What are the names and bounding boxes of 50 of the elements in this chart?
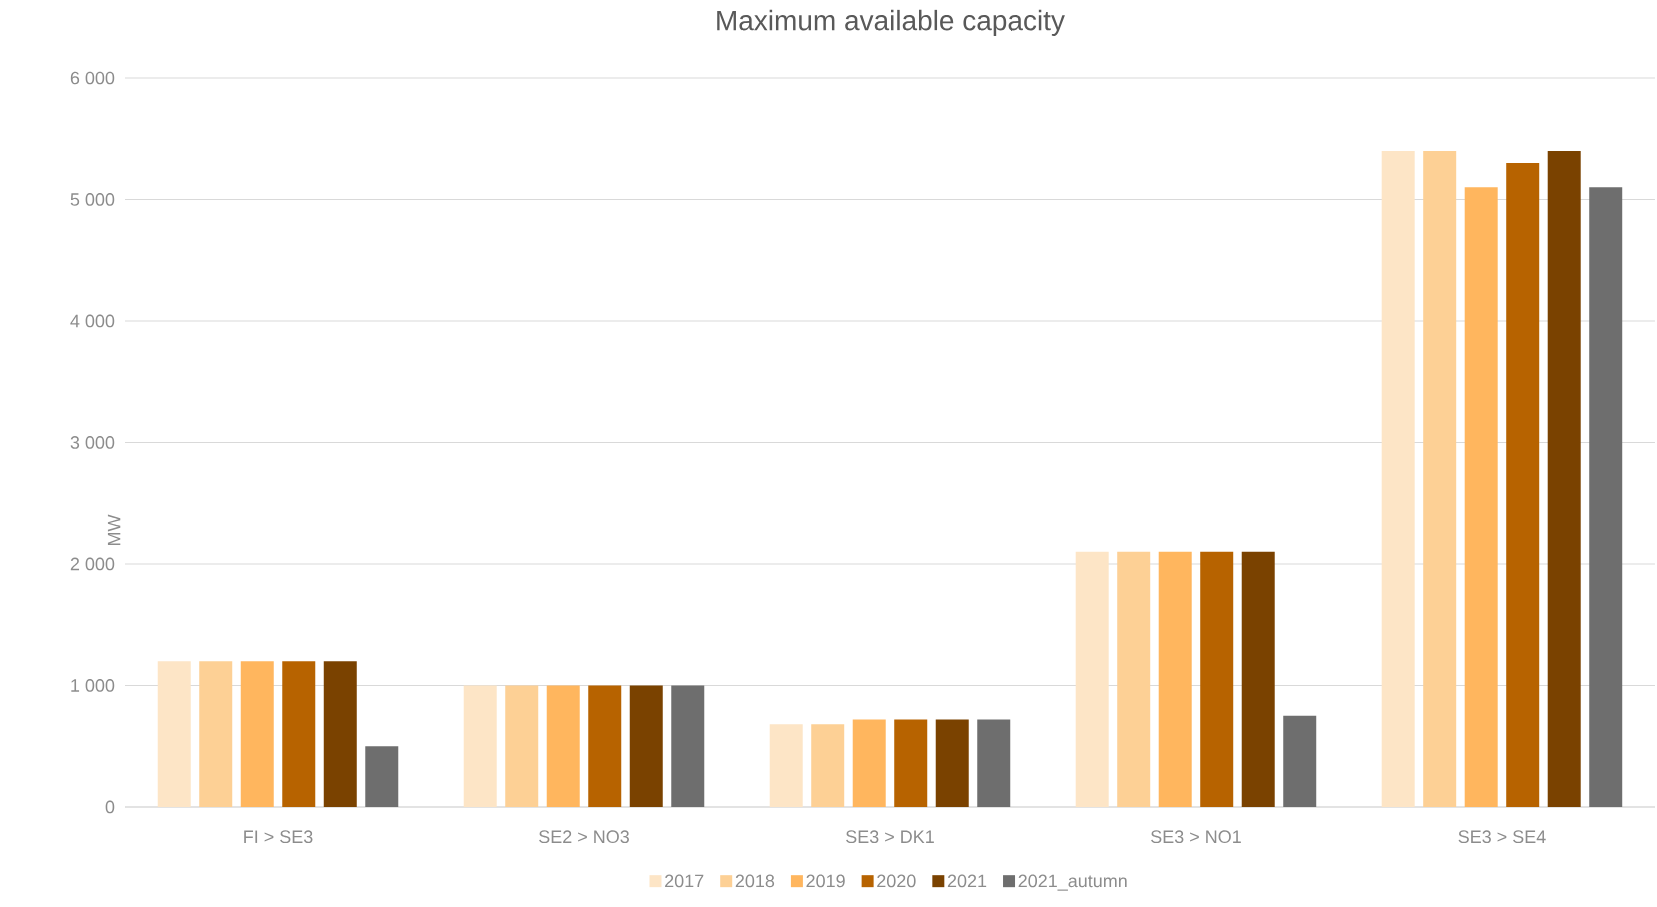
bar (977, 719, 1011, 807)
legend-label: 2021 (947, 874, 987, 888)
y-tick-label: 3 000 (70, 436, 115, 449)
bar (852, 719, 886, 807)
bar (1589, 187, 1623, 807)
bar (1506, 163, 1540, 807)
bar (935, 719, 969, 807)
legend-label: 2018 (735, 874, 775, 888)
bar (1464, 187, 1498, 807)
chart-title: Maximum available capacity (717, 9, 1065, 36)
bar (365, 746, 399, 807)
y-tick-label: 1 000 (71, 679, 115, 692)
bar (282, 661, 316, 807)
bar (629, 685, 663, 807)
y-tick-label: 2 000 (70, 557, 115, 571)
x-tick-label: FI > SE3 (244, 830, 313, 844)
legend-label: 2017 (665, 874, 704, 888)
bar (505, 685, 539, 807)
x-tick-label: SE3 > SE4 (1458, 830, 1546, 844)
bar (463, 685, 497, 807)
x-tick-label: SE3 > NO1 (1151, 830, 1241, 844)
bar (1241, 551, 1275, 807)
y-tick-label: 4 000 (70, 314, 115, 328)
bar (811, 724, 845, 807)
bar (157, 661, 191, 807)
bar (1200, 551, 1234, 807)
bar (1283, 715, 1317, 807)
legend-label: 2020 (877, 874, 916, 888)
bar (1158, 551, 1192, 807)
x-tick-label: SE2 > NO3 (539, 830, 629, 844)
bar (894, 719, 928, 807)
bar (1381, 150, 1415, 807)
legend-label: 2019 (806, 874, 845, 888)
y-tick-label: 0 (105, 800, 115, 814)
bar (1075, 551, 1109, 807)
bar (671, 685, 705, 807)
bar (240, 661, 274, 807)
y-tick-label: 6 000 (70, 71, 115, 85)
bar (323, 661, 357, 807)
bar (199, 661, 233, 807)
y-tick-label: 5 000 (70, 193, 115, 206)
bar (1547, 150, 1581, 807)
legend-label: 2021_autumn (1018, 874, 1127, 891)
bar (546, 685, 580, 807)
bar (769, 724, 803, 807)
bar (588, 685, 622, 807)
y-axis-title: MW (107, 514, 121, 545)
bar (1117, 551, 1151, 807)
x-tick-label: SE3 > DK1 (846, 830, 934, 844)
bar (1423, 150, 1457, 807)
